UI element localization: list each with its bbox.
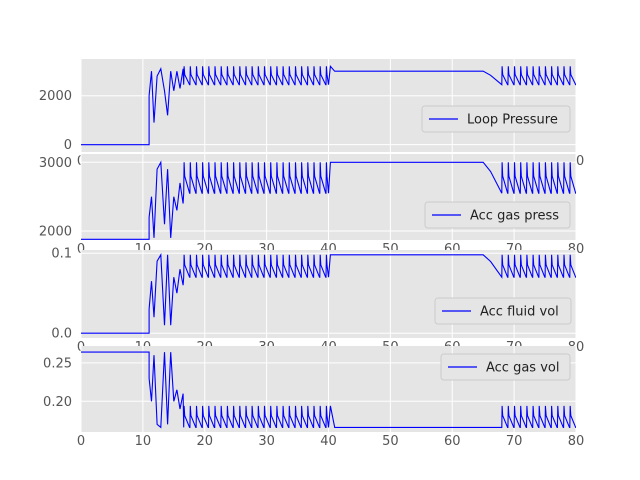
legend-label: Acc gas press — [470, 209, 559, 224]
legend-box — [440, 353, 571, 381]
y-tick-label: 0.25 — [43, 356, 72, 371]
legend-box — [421, 105, 571, 133]
subplot-1: 0102030405060708002000Loop Pressure — [39, 59, 584, 169]
legend-box — [424, 201, 571, 229]
x-tick-label: 0 — [77, 434, 85, 449]
x-tick-label: 60 — [444, 434, 461, 449]
y-tick-label: 2000 — [39, 89, 72, 104]
x-tick-label: 20 — [196, 434, 213, 449]
legend-label: Acc fluid vol — [480, 305, 559, 320]
x-tick-label: 10 — [135, 434, 152, 449]
x-tick-label: 40 — [320, 434, 337, 449]
y-tick-label: 0.20 — [43, 395, 72, 410]
x-tick-label: 80 — [568, 434, 585, 449]
series-line — [81, 351, 576, 429]
series-line — [81, 252, 576, 334]
x-tick-label: 70 — [506, 434, 523, 449]
x-tick-label: 30 — [258, 434, 275, 449]
series-line — [81, 64, 576, 146]
x-tick-label: 50 — [382, 434, 399, 449]
legend-label: Acc gas vol — [486, 361, 559, 376]
subplot-4: 0 10 20 30 40 50 60 70 80 0.20 0.25 Acc gas vol — [43, 346, 584, 449]
series-line — [81, 160, 576, 240]
y-tick-label: 0 — [64, 138, 72, 153]
y-tick-label: 0.1 — [51, 247, 72, 262]
y-tick-label: 0.0 — [51, 327, 72, 342]
y-tick-label: 2000 — [39, 225, 72, 240]
legend-box — [434, 297, 572, 325]
y-tick-label: 3000 — [39, 156, 72, 171]
legend-label: Loop Pressure — [467, 113, 558, 128]
x-tick-label: 0 — [77, 242, 85, 257]
